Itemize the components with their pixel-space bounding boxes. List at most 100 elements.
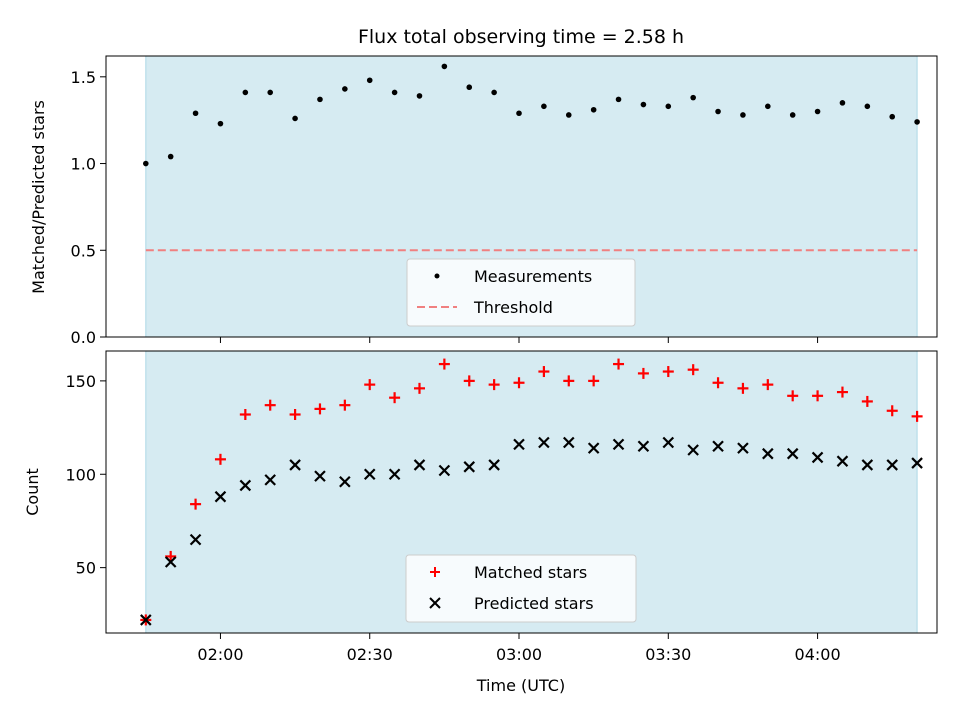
- matched-star-marker: [861, 395, 873, 407]
- predicted-star-marker: [662, 436, 675, 449]
- x-tick-label: 03:30: [645, 645, 691, 664]
- measurement-point: [416, 93, 423, 99]
- ratio-panel: 0.0 0.5 1.0 1.5 Matched/Predicted stars Mea…: [29, 55, 938, 347]
- predicted-star-marker: [463, 461, 476, 473]
- y-tick-label: 0.0: [71, 328, 96, 347]
- measurement-point: [541, 103, 547, 110]
- matched-star-marker: [463, 375, 475, 387]
- bottom-x-ticks: 02:00 02:30 03:00 03:30 04:00: [197, 633, 841, 664]
- predicted-star-marker: [438, 464, 451, 477]
- top-x-ticks: [219, 337, 819, 343]
- matched-star-marker: [289, 408, 301, 420]
- matched-star-marker: [613, 358, 625, 370]
- predicted-star-marker: [538, 436, 550, 449]
- measurement-point: [292, 115, 298, 122]
- measurement-point: [715, 108, 721, 115]
- matched-star-marker: [762, 379, 774, 391]
- predicted-stars-markers: [140, 436, 923, 626]
- y-tick-label: 1.5: [71, 68, 96, 87]
- predicted-star-marker: [214, 490, 227, 503]
- y-tick-label: 0.5: [71, 241, 96, 260]
- legend-measurements-label: Measurements: [474, 267, 592, 286]
- matched-star-marker: [214, 453, 226, 465]
- matched-star-marker: [314, 403, 326, 415]
- matched-star-marker: [165, 550, 177, 562]
- top-y-axis-label: Matched/Predicted stars: [29, 100, 48, 294]
- matched-star-marker: [886, 405, 898, 417]
- count-panel: 50 100 150 02:00 02:30 03:00 03:30 04:00 Count…: [23, 350, 938, 695]
- x-axis-label: Time (UTC): [476, 676, 565, 695]
- predicted-star-marker: [363, 468, 376, 481]
- matched-star-marker: [438, 358, 450, 370]
- measurement-point: [366, 77, 373, 84]
- measurement-point: [516, 110, 522, 117]
- matched-star-marker: [637, 367, 649, 379]
- matched-star-marker: [787, 390, 799, 402]
- legend-predicted-marker: [429, 597, 441, 609]
- x-tick-label: 04:00: [795, 645, 841, 664]
- matched-star-marker: [737, 382, 749, 394]
- y-tick-label: 100: [65, 465, 96, 484]
- measurement-point: [491, 89, 497, 96]
- measurement-point: [690, 94, 696, 101]
- measurement-point: [342, 86, 348, 92]
- measurement-points: [143, 63, 920, 167]
- legend-threshold-label: Threshold: [473, 298, 553, 317]
- matched-star-marker: [513, 377, 525, 389]
- bottom-y-axis-label: Count: [23, 468, 42, 516]
- matched-star-marker: [662, 366, 674, 378]
- predicted-star-marker: [861, 459, 874, 471]
- measurement-point: [441, 63, 448, 70]
- matched-star-marker: [588, 375, 600, 387]
- predicted-star-marker: [762, 447, 774, 460]
- matched-stars-markers: [140, 358, 923, 626]
- legend-matched-label: Matched stars: [474, 563, 587, 582]
- matched-star-marker: [389, 392, 401, 404]
- measurement-point: [317, 96, 323, 103]
- matched-star-marker: [488, 379, 500, 391]
- predicted-star-marker: [612, 438, 625, 451]
- predicted-star-marker: [911, 457, 923, 469]
- x-tick-label: 02:30: [347, 645, 393, 664]
- top-legend: Measurements Threshold: [406, 258, 636, 327]
- measurement-point: [889, 113, 896, 120]
- matched-star-marker: [687, 364, 699, 376]
- matched-star-marker: [911, 410, 923, 422]
- measurement-point: [192, 110, 199, 117]
- matched-star-marker: [264, 399, 276, 411]
- matched-star-marker: [563, 375, 575, 387]
- predicted-star-marker: [314, 470, 326, 482]
- measurement-point: [466, 84, 473, 91]
- measurement-point: [640, 101, 647, 108]
- predicted-star-marker: [587, 442, 600, 454]
- predicted-star-marker: [562, 436, 575, 449]
- top-plot-frame: [105, 55, 938, 338]
- legend-predicted-label: Predicted stars: [474, 594, 594, 613]
- bottom-legend: Matched stars Predicted stars: [405, 554, 637, 623]
- bottom-legend-box: [405, 554, 637, 623]
- predicted-star-marker: [811, 451, 824, 464]
- measurement-point: [814, 108, 821, 115]
- predicted-star-marker: [488, 459, 500, 471]
- measurement-point: [839, 100, 846, 106]
- predicted-star-marker: [886, 459, 898, 471]
- predicted-star-marker: [687, 444, 699, 456]
- top-legend-box: [406, 258, 636, 327]
- predicted-star-marker: [289, 459, 301, 471]
- predicted-star-marker: [836, 455, 849, 467]
- matched-star-marker: [190, 498, 202, 510]
- predicted-star-marker: [189, 533, 202, 546]
- measurement-point: [864, 103, 871, 110]
- predicted-star-marker: [339, 475, 351, 488]
- matched-star-marker: [364, 379, 376, 391]
- predicted-star-marker: [786, 447, 799, 460]
- predicted-star-marker: [239, 479, 252, 492]
- matched-star-marker: [712, 377, 724, 389]
- measurement-point: [914, 119, 920, 125]
- bottom-plot-frame: [105, 350, 938, 634]
- matched-star-marker: [239, 408, 251, 420]
- measurement-point: [217, 120, 224, 127]
- predicted-star-marker: [513, 438, 525, 451]
- predicted-star-marker: [388, 468, 401, 481]
- matched-star-marker: [339, 399, 351, 411]
